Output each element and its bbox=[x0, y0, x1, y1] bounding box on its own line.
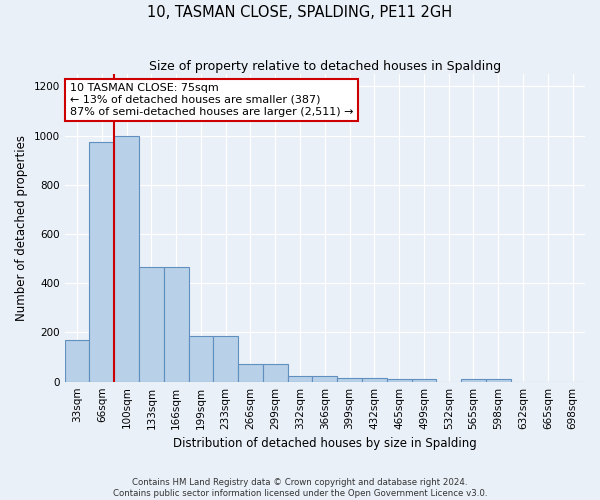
Bar bbox=[65, 340, 89, 382]
Bar bbox=[461, 379, 486, 382]
Bar bbox=[164, 268, 188, 382]
Bar bbox=[238, 364, 263, 382]
Title: Size of property relative to detached houses in Spalding: Size of property relative to detached ho… bbox=[149, 60, 501, 73]
Bar bbox=[89, 142, 114, 382]
X-axis label: Distribution of detached houses by size in Spalding: Distribution of detached houses by size … bbox=[173, 437, 477, 450]
Bar bbox=[362, 378, 387, 382]
Bar bbox=[114, 136, 139, 382]
Bar bbox=[412, 379, 436, 382]
Bar bbox=[287, 376, 313, 382]
Text: 10 TASMAN CLOSE: 75sqm
← 13% of detached houses are smaller (387)
87% of semi-de: 10 TASMAN CLOSE: 75sqm ← 13% of detached… bbox=[70, 84, 353, 116]
Bar bbox=[214, 336, 238, 382]
Text: Contains HM Land Registry data © Crown copyright and database right 2024.
Contai: Contains HM Land Registry data © Crown c… bbox=[113, 478, 487, 498]
Bar bbox=[263, 364, 287, 382]
Bar bbox=[337, 378, 362, 382]
Bar bbox=[188, 336, 214, 382]
Bar bbox=[486, 379, 511, 382]
Bar bbox=[139, 268, 164, 382]
Text: 10, TASMAN CLOSE, SPALDING, PE11 2GH: 10, TASMAN CLOSE, SPALDING, PE11 2GH bbox=[148, 5, 452, 20]
Y-axis label: Number of detached properties: Number of detached properties bbox=[15, 135, 28, 321]
Bar bbox=[313, 376, 337, 382]
Bar bbox=[387, 379, 412, 382]
